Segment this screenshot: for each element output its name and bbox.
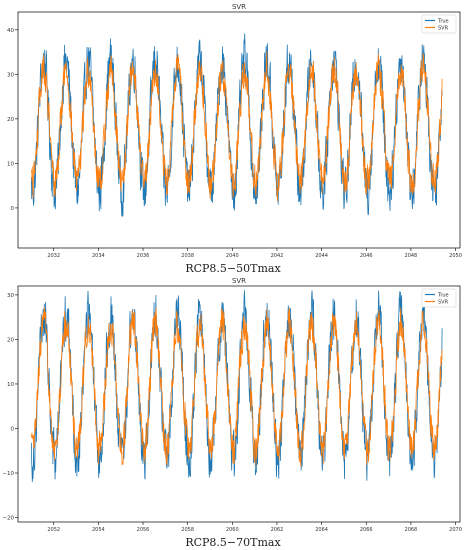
x-tick-label: 2068 [405, 527, 418, 533]
legend-label-true: True [437, 293, 449, 299]
plot-frame [17, 11, 461, 249]
series-line-svr [31, 306, 443, 468]
y-tick-label: 40 [7, 28, 14, 34]
chart-title: SVR [232, 3, 246, 11]
x-tick-label: 2034 [92, 253, 105, 259]
y-tick-label: 20 [7, 117, 14, 123]
series-line-svr [31, 51, 443, 202]
y-tick-label: 10 [7, 382, 14, 388]
y-tick-label: 10 [7, 161, 14, 167]
x-tick-label: 2052 [47, 527, 60, 533]
y-tick-label: −10 [2, 471, 14, 477]
y-tick-label: 30 [7, 72, 14, 78]
x-tick-label: 2042 [271, 253, 284, 259]
series-line-true [31, 290, 443, 483]
x-tick-label: 2044 [315, 253, 328, 259]
x-tick-label: 2050 [449, 253, 462, 259]
y-tick-label: 20 [7, 337, 14, 343]
x-tick-label: 2070 [449, 527, 462, 533]
y-tick-label: 0 [11, 206, 15, 212]
legend-box [421, 14, 457, 34]
x-tick-label: 2040 [226, 253, 239, 259]
x-tick-label: 2056 [137, 527, 150, 533]
x-tick-label: 2062 [271, 527, 284, 533]
y-tick-label: −20 [2, 516, 14, 522]
plot-frame [17, 285, 461, 523]
y-tick-label: 30 [7, 293, 14, 299]
x-tick-label: 2054 [92, 527, 105, 533]
legend-label-true: True [437, 19, 449, 25]
caption-chart-2: RCP8.5−70Tmax [185, 536, 281, 549]
x-tick-label: 2048 [405, 253, 418, 259]
y-tick-label: 0 [11, 426, 15, 432]
x-tick-label: 2060 [226, 527, 239, 533]
x-tick-label: 2032 [47, 253, 60, 259]
x-tick-label: 2036 [137, 253, 150, 259]
x-tick-label: 2038 [181, 253, 194, 259]
x-tick-label: 2064 [315, 527, 328, 533]
legend-label-svr: SVR [438, 300, 449, 306]
caption-chart-1: RCP8.5−50Tmax [185, 262, 281, 275]
chart-title: SVR [232, 277, 246, 285]
legend-box [421, 288, 457, 308]
legend-label-svr: SVR [438, 26, 449, 32]
x-tick-label: 2058 [181, 527, 194, 533]
x-tick-label: 2066 [360, 527, 373, 533]
chart-2: SVR 2052 2054 2056 2058 2060 2062 2064 2066 2068 2… [2, 277, 462, 533]
x-tick-label: 2046 [360, 253, 373, 259]
